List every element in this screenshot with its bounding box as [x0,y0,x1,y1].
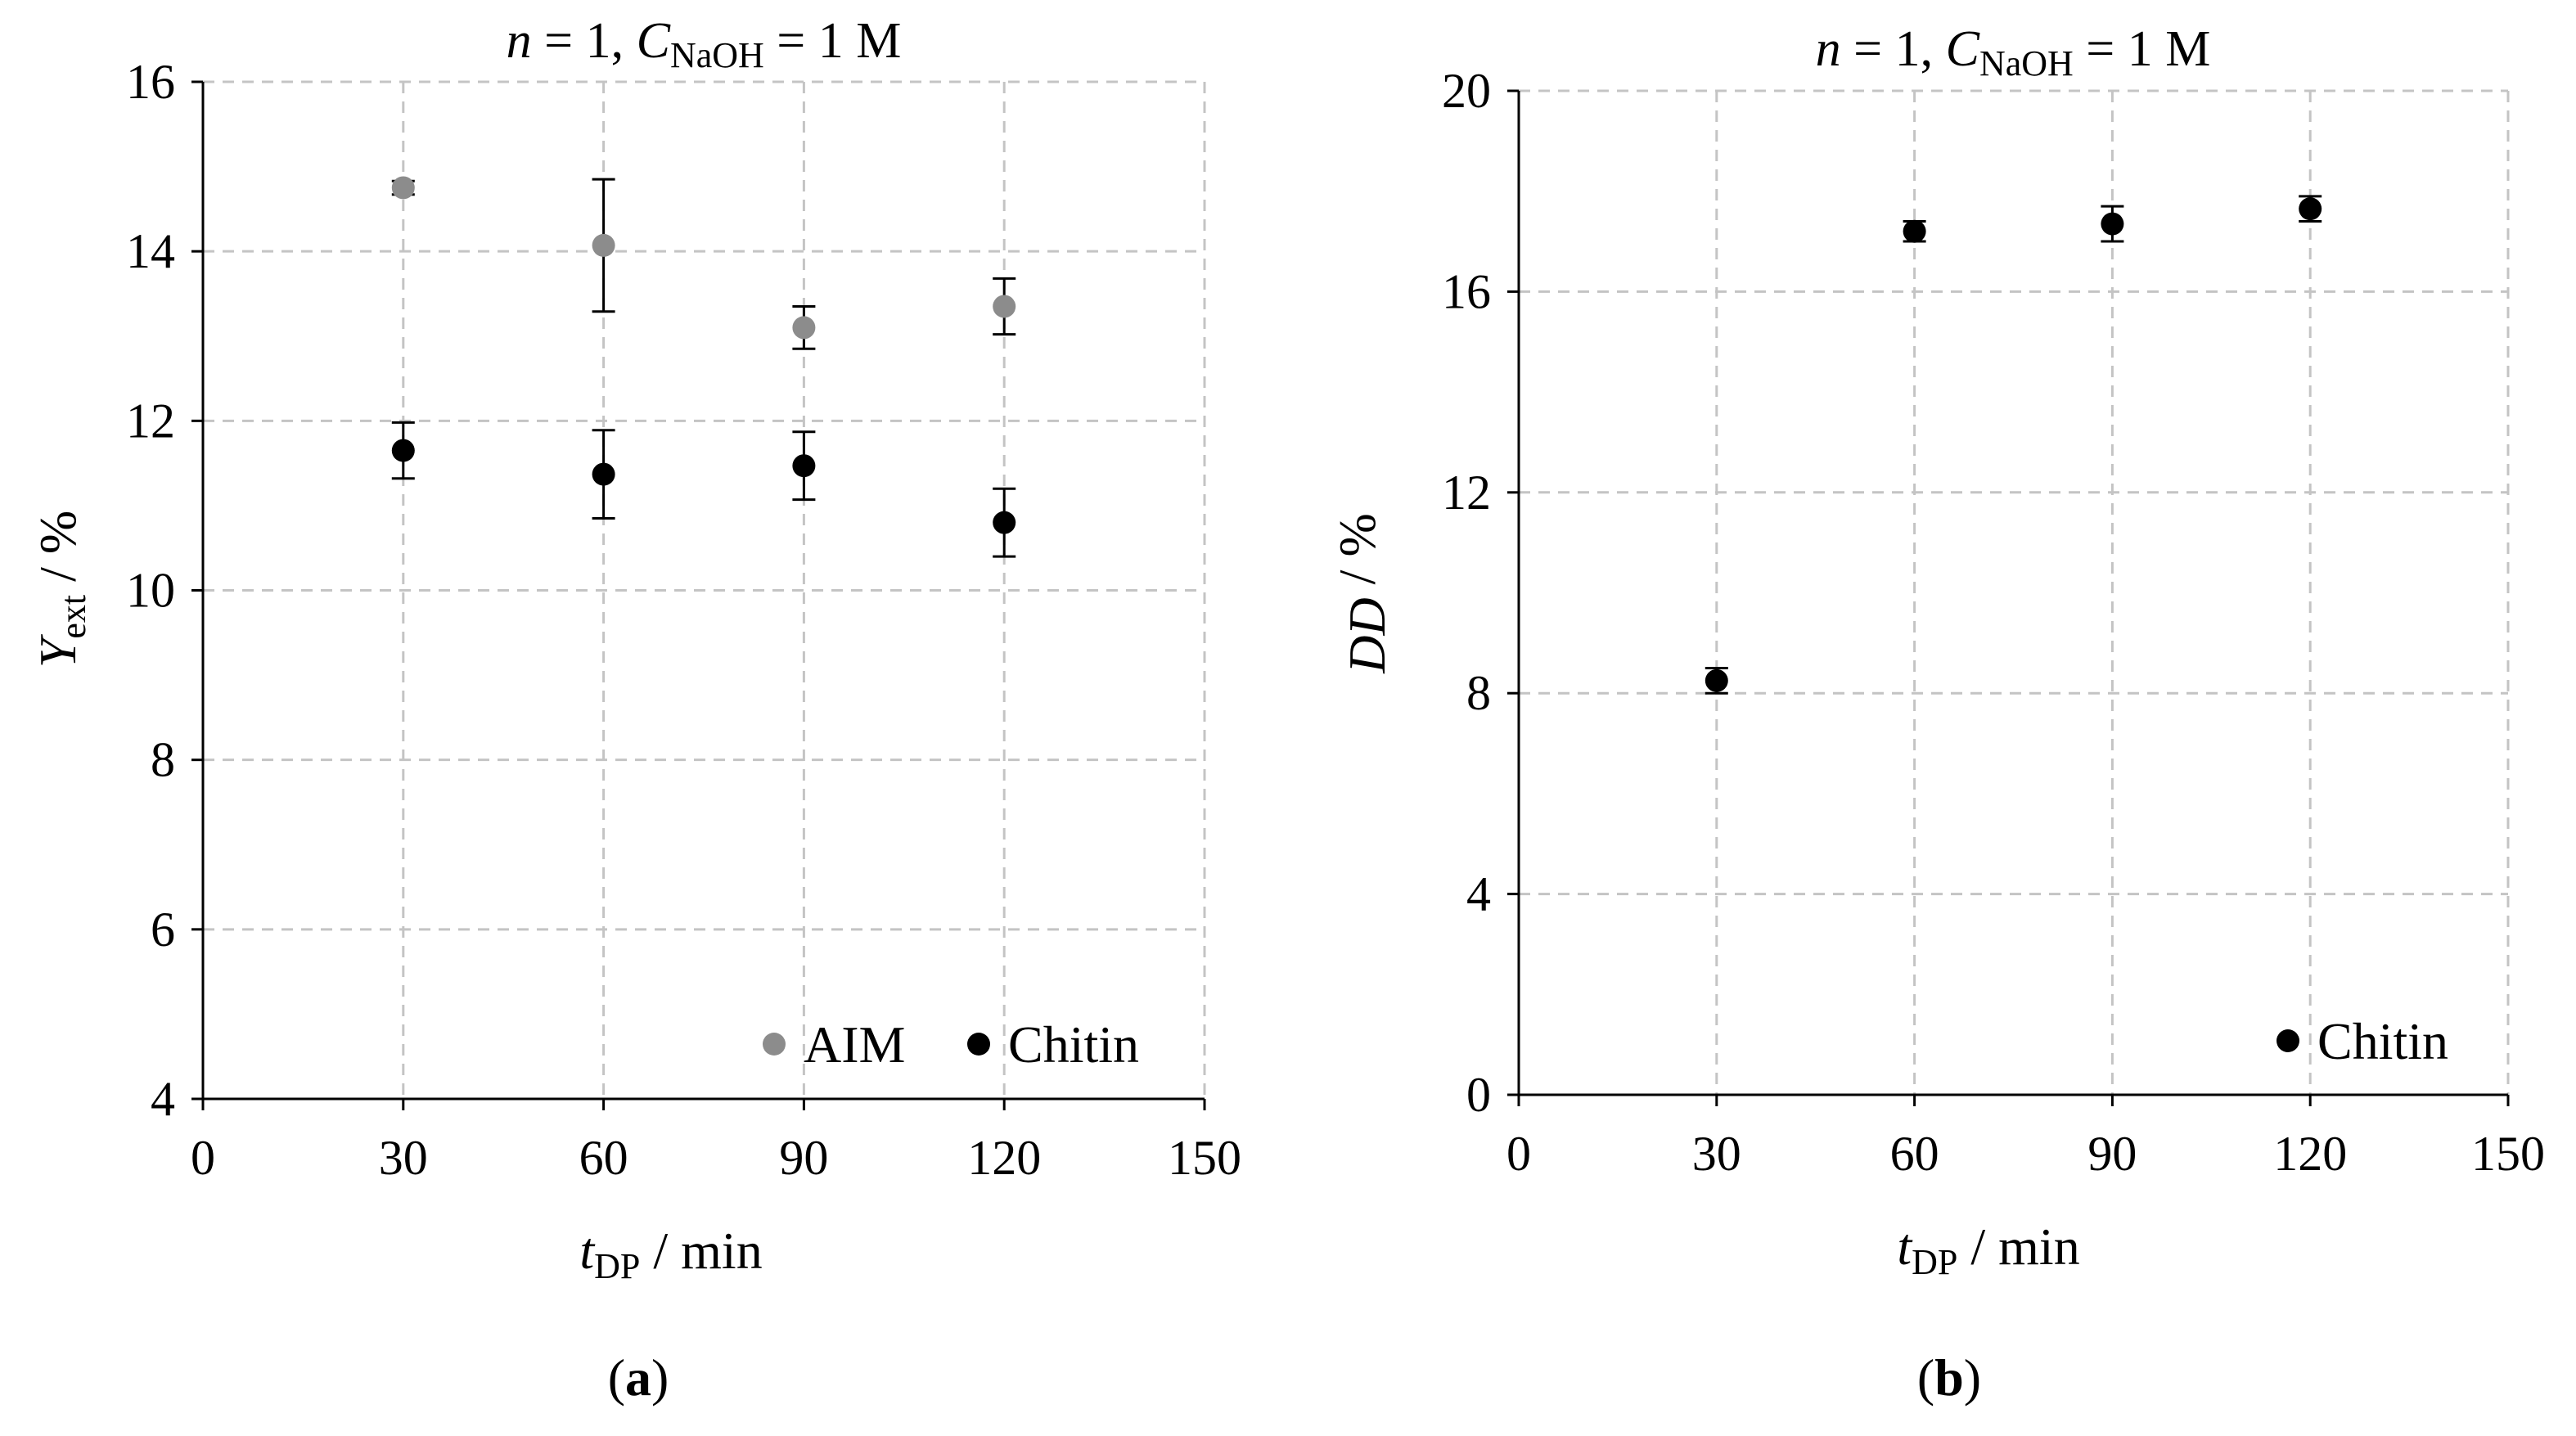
y-axis-label: Yext / % [29,511,93,668]
gridlines [203,82,1205,1099]
data-point-chitin [392,439,415,462]
data-point-chitin [993,511,1016,534]
x-tick-label: 0 [191,1131,215,1185]
y-tick-label: 4 [151,1072,175,1126]
y-tick-label: 14 [126,224,175,278]
legend-label-chitin: Chitin [2317,1012,2448,1070]
legend-marker-aim [763,1033,786,1056]
data-point-aim [792,316,815,339]
axes [1507,91,2508,1106]
error-bars [1705,196,2322,693]
y-tick-label: 6 [151,903,175,957]
x-axis-label: tDP / min [579,1222,762,1286]
legend: AIM Chitin [763,1015,1139,1074]
y-tick-label: 0 [1466,1068,1491,1122]
x-tick-label: 150 [1168,1131,1241,1185]
data-point-chitin [1903,220,1926,243]
panel-a: 4 6 8 10 12 14 16 0 30 60 90 120 150 n = 1, CNaOH =… [29,13,1241,1407]
data-point-aim [592,234,615,257]
legend-label-chitin: Chitin [1008,1015,1139,1074]
legend-label-aim: AIM [804,1015,905,1074]
legend-marker-chitin [967,1033,990,1056]
data-point-aim [392,176,415,199]
x-tick-label: 30 [379,1131,428,1185]
panel-caption: (b) [1917,1348,1981,1407]
y-tick-label: 12 [126,394,175,448]
data-points [1705,197,2322,692]
y-tick-label: 10 [126,564,175,618]
data-points [392,176,1016,533]
data-point-chitin [2299,197,2322,220]
x-tick-label: 90 [2087,1127,2137,1181]
x-axis-label: tDP / min [1897,1218,2079,1282]
data-point-chitin [592,463,615,486]
figure: 46810121416 0 30 60 90 120 150 n = 1, CNaOH =… [0,0,2576,1436]
x-tick-labels: 0 30 60 90 120 150 [1506,1127,2545,1181]
y-tick-labels: 0 4 8 12 16 20 [1442,64,1491,1122]
chart-title: n = 1, CNaOH = 1 M [507,13,902,75]
legend-marker-chitin [2277,1029,2299,1052]
y-tick-label: 20 [1442,64,1491,118]
x-tick-label: 60 [1890,1127,1939,1181]
panel-caption: (a) [608,1348,669,1407]
x-tick-label: 60 [579,1131,628,1185]
chart-title: n = 1, CNaOH = 1 M [1816,21,2211,83]
axes [191,82,1205,1110]
x-tick-label: 0 [1506,1127,1531,1181]
error-bars [392,179,1016,556]
y-tick-label: 16 [1442,264,1491,318]
y-tick-label: 8 [151,733,175,787]
y-tick-label: 4 [1466,867,1491,921]
x-tick-label: 120 [967,1131,1041,1185]
x-tick-label: 90 [779,1131,828,1185]
y-tick-label: 12 [1442,466,1491,520]
x-tick-labels: 0 30 60 90 120 150 [191,1131,1241,1185]
data-point-aim [993,295,1016,317]
gridlines [1519,91,2508,1095]
y-tick-label: 16 [126,55,175,109]
y-tick-label: 8 [1466,666,1491,720]
x-tick-label: 150 [2471,1127,2545,1181]
data-point-chitin [2101,213,2123,236]
data-point-chitin [1705,669,1728,692]
y-axis-label: DD / % [1328,513,1396,674]
x-tick-label: 30 [1692,1127,1741,1181]
panel-b: 0 4 8 12 16 20 0 30 60 90 120 150 n = 1, CNaOH = 1… [1328,21,2545,1407]
x-tick-label: 120 [2273,1127,2347,1181]
legend: Chitin [2277,1012,2448,1070]
data-point-chitin [792,454,815,477]
y-tick-labels: 4 6 8 10 12 14 16 [126,55,175,1126]
